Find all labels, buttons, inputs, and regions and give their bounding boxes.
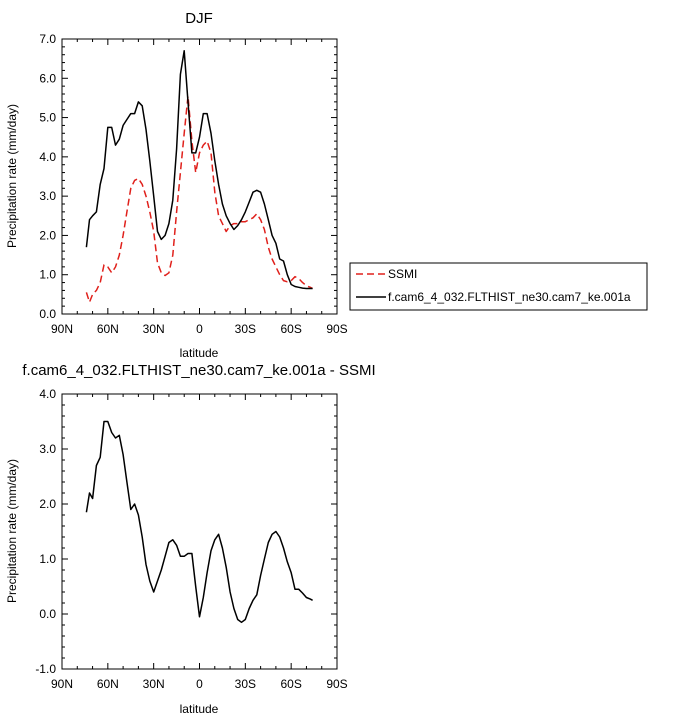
top-panel: DJF 90N 60N 30N 0 30S 60S 90S 0.0 1.0 2.0 3.0 4.0 5.… [5,10,348,360]
top-y-tick-label: 7.0 [39,32,56,46]
bottom-x-tick-label: 30S [235,677,256,691]
legend-label-ssmi: SSMI [388,267,417,281]
bottom-series-line-0 [85,420,313,624]
bottom-y-tick-label: 4.0 [39,387,56,401]
top-plot-frame [61,38,338,315]
bottom-ticks: 90N 60N 30N 0 30S 60S 90S -1.0 0.0 1.0 2.0 3.0 4.0 [35,387,347,691]
top-x-tick-label: 90N [51,322,73,336]
top-y-tick-label: 3.0 [39,189,56,203]
bottom-series [85,420,313,624]
top-x-tick-label: 90S [326,322,347,336]
bottom-y-tick-label: 3.0 [39,442,56,456]
bottom-ylabel: Precipitation rate (mm/day) [5,459,19,603]
top-y-tick-label: 2.0 [39,228,56,242]
top-series-line-ssmi [85,95,313,303]
top-x-tick-label: 0 [196,322,203,336]
bottom-y-tick-label: 2.0 [39,497,56,511]
bottom-x-tick-label: 60S [280,677,301,691]
top-chart-title: DJF [185,10,213,27]
top-x-tick-label: 60S [280,322,301,336]
top-x-tick-label: 60N [97,322,119,336]
top-y-tick-label: 6.0 [39,71,56,85]
legend-box [349,262,648,311]
bottom-x-tick-label: 90S [326,677,347,691]
bottom-panel: f.cam6_4_032.FLTHIST_ne30.cam7_ke.001a -… [5,362,376,716]
bottom-y-tick-label: 0.0 [39,607,56,621]
bottom-y-tick-label: 1.0 [39,552,56,566]
top-y-tick-label: 5.0 [39,111,56,125]
top-series [85,50,313,303]
legend-label-model: f.cam6_4_032.FLTHIST_ne30.cam7_ke.001a [388,290,631,304]
legend: SSMI f.cam6_4_032.FLTHIST_ne30.cam7_ke.0… [349,262,648,311]
bottom-xlabel: latitude [180,702,219,716]
top-y-tick-label: 0.0 [39,307,56,321]
top-y-tick-label: 4.0 [39,150,56,164]
top-series-line-f-cam6-4-032-flthist-ne30-cam7-ke-001a [85,50,313,290]
bottom-x-tick-label: 30N [143,677,165,691]
bottom-chart-title: f.cam6_4_032.FLTHIST_ne30.cam7_ke.001a -… [22,362,375,379]
top-y-tick-label: 1.0 [39,268,56,282]
top-x-tick-label: 30S [235,322,256,336]
bottom-x-tick-label: 60N [97,677,119,691]
top-ylabel: Precipitation rate (mm/day) [5,104,19,248]
top-ticks: 90N 60N 30N 0 30S 60S 90S 0.0 1.0 2.0 3.0 4.0 5.0 6.0… [39,32,347,336]
top-xlabel: latitude [180,346,219,360]
bottom-x-tick-label: 0 [196,677,203,691]
bottom-y-tick-label: -1.0 [35,662,56,676]
top-x-tick-label: 30N [143,322,165,336]
bottom-x-tick-label: 90N [51,677,73,691]
